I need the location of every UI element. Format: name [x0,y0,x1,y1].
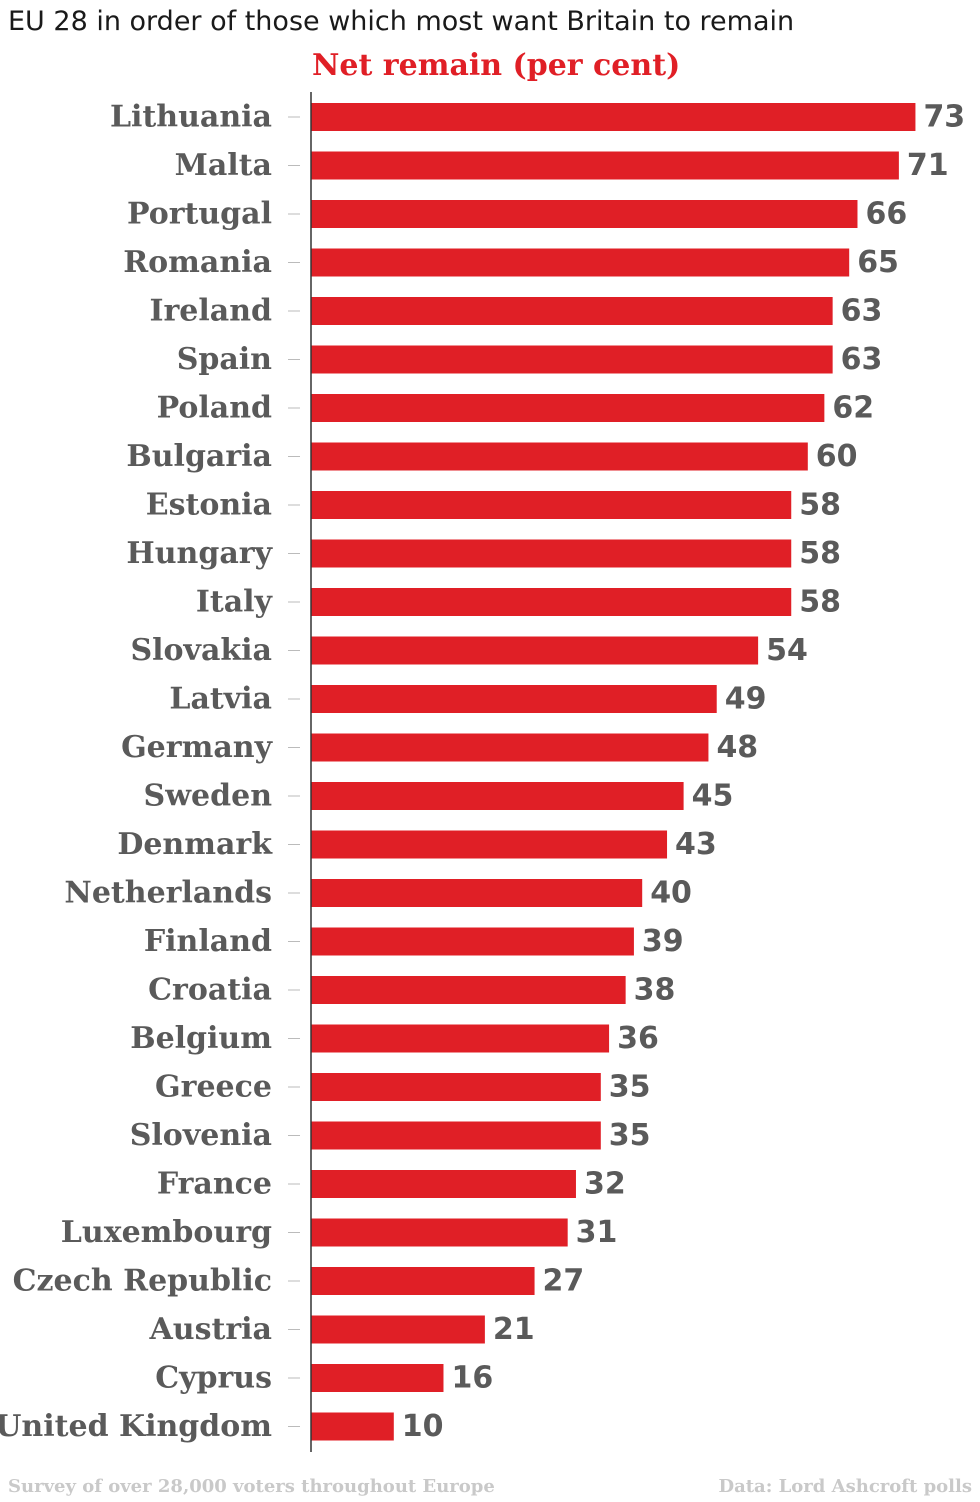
value-label: 66 [865,197,907,232]
value-label: 35 [609,1070,651,1105]
bar [311,1024,610,1053]
bar [311,782,684,810]
bar [311,976,626,1004]
bar [311,345,833,374]
value-label: 49 [725,682,767,717]
category-label: Bulgaria [126,439,272,474]
bar [311,297,833,325]
category-label: Netherlands [64,876,272,911]
bar [311,442,808,471]
value-label: 71 [907,148,949,183]
bar [311,685,717,713]
category-label: Portugal [127,197,272,232]
category-label: Luxembourg [61,1215,272,1250]
survey-note: Survey of over 28,000 voters throughout … [8,1476,495,1497]
value-label: 32 [584,1167,626,1202]
category-label: Poland [157,391,272,426]
category-label: Finland [144,924,272,959]
value-label: 58 [799,488,841,523]
value-label: 58 [799,585,841,620]
category-label: Croatia [148,973,272,1008]
value-label: 62 [832,391,874,426]
category-label: Slovenia [130,1118,272,1153]
bar [311,1218,568,1247]
category-label: Austria [149,1312,272,1347]
bar [311,1364,444,1392]
bar [311,1412,394,1441]
bar [311,1267,535,1295]
bar [311,248,850,277]
category-label: Belgium [130,1021,272,1056]
value-label: 48 [716,730,758,765]
value-label: 54 [766,633,808,668]
bar [311,879,643,907]
category-label: Germany [121,730,274,765]
value-label: 40 [650,876,692,911]
category-label: Lithuania [110,100,272,135]
category-label: Greece [155,1070,272,1105]
category-label: Italy [196,585,274,620]
value-label: 31 [576,1215,618,1250]
value-label: 36 [617,1021,659,1056]
bar [311,103,916,131]
bar [311,733,709,762]
chart-marks: Lithuania 73 Malta 71 Portugal 66 Romania 65 Ire… [0,100,965,1445]
category-label: Ireland [149,294,272,329]
value-label: 58 [799,536,841,571]
bar [311,200,858,228]
value-label: 63 [841,342,883,377]
category-label: Denmark [117,827,273,862]
bar [311,1121,601,1150]
bar [311,394,825,422]
category-label: Cyprus [155,1361,272,1396]
category-label: Slovakia [130,633,272,668]
bar [311,1170,576,1198]
value-label: 38 [634,973,676,1008]
bar [311,491,792,519]
value-label: 43 [675,827,717,862]
value-label: 39 [642,924,684,959]
bar [311,539,792,568]
category-label: Spain [177,342,272,377]
value-label: 21 [493,1312,535,1347]
value-label: 73 [923,100,965,135]
category-label: Latvia [169,682,272,717]
category-label: Romania [123,245,272,280]
category-label: Estonia [146,488,272,523]
source-credit: Data: Lord Ashcroft polls [718,1476,972,1497]
category-label: France [157,1167,272,1202]
value-label: 65 [857,245,899,280]
category-label: Hungary [126,536,273,571]
bar [311,1073,601,1101]
category-label: United Kingdom [0,1409,272,1444]
bar [311,1315,485,1344]
chart-title: Net remain (per cent) [312,48,681,83]
value-label: 27 [543,1264,585,1299]
category-label: Malta [175,148,272,183]
bar [311,636,759,665]
value-label: 63 [841,294,883,329]
chart-heading: EU 28 in order of those which most want … [8,6,795,37]
category-label: Sweden [144,779,273,814]
bar [311,588,792,616]
value-label: 35 [609,1118,651,1153]
bar [311,927,634,956]
category-label: Czech Republic [13,1264,272,1299]
value-label: 16 [451,1361,493,1396]
bar-chart: Lithuania 73 Malta 71 Portugal 66 Romania 65 Ire… [0,92,965,1452]
value-label: 45 [692,779,734,814]
value-label: 10 [402,1409,444,1444]
bar [311,830,668,859]
bar [311,151,899,180]
value-label: 60 [816,439,858,474]
